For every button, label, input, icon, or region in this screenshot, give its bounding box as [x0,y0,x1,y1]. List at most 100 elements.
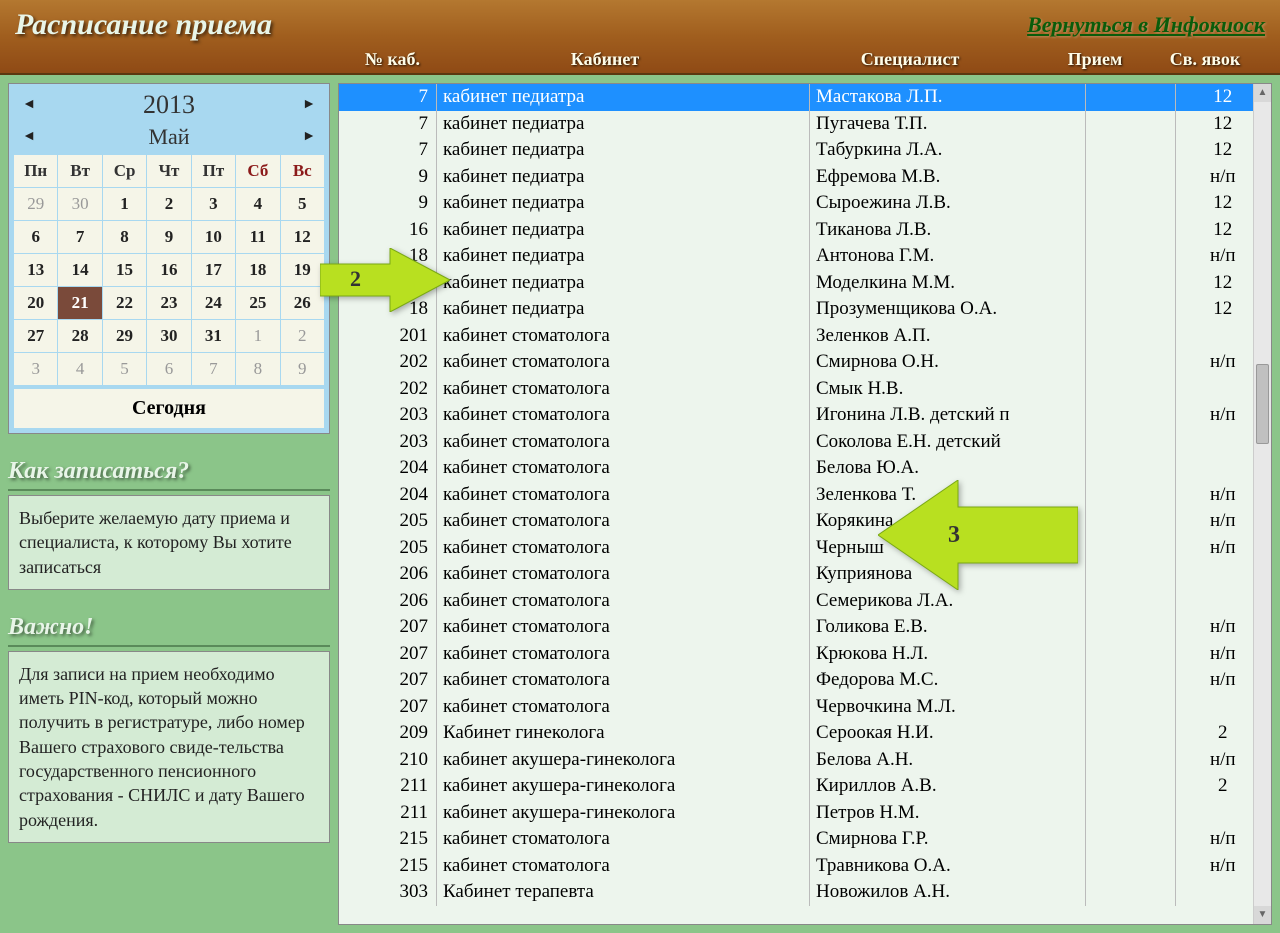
calendar-day[interactable]: 19 [280,254,324,287]
calendar-day[interactable]: 31 [191,320,235,353]
calendar-day[interactable]: 2 [147,188,191,221]
calendar-day[interactable]: 3 [191,188,235,221]
table-row[interactable]: 215кабинет стоматологаСмирнова Г.Р.н/п [339,826,1271,853]
table-cell: Голикова Е.В. [810,614,1086,641]
calendar-day[interactable]: 7 [191,353,235,386]
table-row[interactable]: 204кабинет стоматологаЗеленкова Т.н/п [339,482,1271,509]
table-row[interactable]: 202кабинет стоматологаСмык Н.В. [339,376,1271,403]
calendar-day[interactable]: 21 [58,287,102,320]
calendar-day[interactable]: 9 [280,353,324,386]
calendar-day[interactable]: 8 [102,221,146,254]
calendar-day[interactable]: 24 [191,287,235,320]
back-link[interactable]: Вернуться в Инфокиоск [1027,12,1265,38]
scroll-thumb[interactable] [1256,364,1269,444]
table-cell [1085,508,1175,535]
calendar-day[interactable]: 17 [191,254,235,287]
calendar-day[interactable]: 3 [14,353,58,386]
next-month-icon[interactable]: ► [301,129,317,145]
table-cell [1085,217,1175,244]
calendar-day[interactable]: 15 [102,254,146,287]
table-cell: кабинет педиатра [436,190,809,217]
table-cell: Крюкова Н.Л. [810,641,1086,668]
table-cell: Ефремова М.В. [810,164,1086,191]
calendar-day[interactable]: 16 [147,254,191,287]
calendar-day[interactable]: 29 [14,188,58,221]
calendar-day[interactable]: 8 [236,353,280,386]
calendar-day[interactable]: 20 [14,287,58,320]
table-cell [1085,482,1175,509]
table-cell: 203 [339,429,436,456]
table-row[interactable]: 211кабинет акушера-гинекологаПетров Н.М. [339,800,1271,827]
table-row[interactable]: 203кабинет стоматологаИгонина Л.В. детск… [339,402,1271,429]
table-row[interactable]: 203кабинет стоматологаСоколова Е.Н. детс… [339,429,1271,456]
table-row[interactable]: 9кабинет педиатраЕфремова М.В.н/п [339,164,1271,191]
calendar-day[interactable]: 28 [58,320,102,353]
table-row[interactable]: 205кабинет стоматологаЧернышн/п [339,535,1271,562]
calendar-day[interactable]: 10 [191,221,235,254]
calendar-day[interactable]: 25 [236,287,280,320]
table-row[interactable]: 18кабинет педиатраПрозуменщикова О.А.12 [339,296,1271,323]
calendar-day[interactable]: 9 [147,221,191,254]
calendar-day[interactable]: 4 [58,353,102,386]
calendar-day[interactable]: 13 [14,254,58,287]
table-row[interactable]: 202кабинет стоматологаСмирнова О.Н.н/п [339,349,1271,376]
calendar-day[interactable]: 18 [236,254,280,287]
table-row[interactable]: 207кабинет стоматологаФедорова М.С.н/п [339,667,1271,694]
table-row[interactable]: 16кабинет педиатраТиканова Л.В.12 [339,217,1271,244]
table-row[interactable]: 303Кабинет терапевтаНовожилов А.Н. [339,879,1271,906]
today-button[interactable]: Сегодня [13,388,325,429]
next-year-icon[interactable]: ► [301,97,317,113]
calendar-day[interactable]: 29 [102,320,146,353]
scrollbar[interactable]: ▲ ▼ [1253,84,1271,924]
table-row[interactable]: 9кабинет педиатраСыроежина Л.В.12 [339,190,1271,217]
calendar-day[interactable]: 4 [236,188,280,221]
table-row[interactable]: 206кабинет стоматологаСемерикова Л.А. [339,588,1271,615]
table-row[interactable]: 207кабинет стоматологаГоликова Е.В.н/п [339,614,1271,641]
table-row[interactable]: 201кабинет стоматологаЗеленков А.П. [339,323,1271,350]
table-row[interactable]: 210кабинет акушера-гинекологаБелова А.Н.… [339,747,1271,774]
table-row[interactable]: 7кабинет педиатраТабуркина Л.А.12 [339,137,1271,164]
calendar-day[interactable]: 14 [58,254,102,287]
table-row[interactable]: 215кабинет стоматологаТравникова О.А.н/п [339,853,1271,880]
calendar-day[interactable]: 26 [280,287,324,320]
calendar-day[interactable]: 1 [236,320,280,353]
calendar-year-nav: ◄ 2013 ► [13,88,325,122]
calendar-day[interactable]: 2 [280,320,324,353]
calendar-day[interactable]: 6 [147,353,191,386]
table-row[interactable]: 18кабинет педиатраАнтонова Г.М.н/п [339,243,1271,270]
table-row[interactable]: 7кабинет педиатраПугачева Т.П.12 [339,111,1271,138]
calendar-day[interactable]: 12 [280,221,324,254]
table-row[interactable]: 207кабинет стоматологаКрюкова Н.Л.н/п [339,641,1271,668]
scroll-down-icon[interactable]: ▼ [1254,906,1271,924]
calendar-day[interactable]: 5 [280,188,324,221]
calendar-day[interactable]: 5 [102,353,146,386]
table-cell: 210 [339,747,436,774]
page-title: Расписание приема [15,8,272,42]
calendar-day[interactable]: 7 [58,221,102,254]
calendar-day[interactable]: 1 [102,188,146,221]
table-row[interactable]: 209Кабинет гинекологаСероокая Н.И.2 [339,720,1271,747]
calendar-day[interactable]: 27 [14,320,58,353]
calendar-day[interactable]: 22 [102,287,146,320]
table-cell: Зеленков А.П. [810,323,1086,350]
calendar-day[interactable]: 23 [147,287,191,320]
table-cell: 7 [339,137,436,164]
table-cell: кабинет стоматолога [436,349,809,376]
calendar-day[interactable]: 11 [236,221,280,254]
table-cell [1085,747,1175,774]
table-row[interactable]: 207кабинет стоматологаЧервочкина М.Л. [339,694,1271,721]
prev-year-icon[interactable]: ◄ [21,97,37,113]
table-row[interactable]: 18кабинет педиатраМоделкина М.М.12 [339,270,1271,297]
calendar-day[interactable]: 30 [147,320,191,353]
prev-month-icon[interactable]: ◄ [21,129,37,145]
scroll-up-icon[interactable]: ▲ [1254,84,1271,102]
table-cell: 209 [339,720,436,747]
table-cell [1085,84,1175,111]
table-row[interactable]: 211кабинет акушера-гинекологаКириллов А.… [339,773,1271,800]
table-row[interactable]: 7кабинет педиатраМастакова Л.П.12 [339,84,1271,111]
table-row[interactable]: 206кабинет стоматологаКуприянова [339,561,1271,588]
calendar-day[interactable]: 6 [14,221,58,254]
table-row[interactable]: 204кабинет стоматологаБелова Ю.А. [339,455,1271,482]
calendar-day[interactable]: 30 [58,188,102,221]
table-row[interactable]: 205кабинет стоматологаКорякинан/п [339,508,1271,535]
